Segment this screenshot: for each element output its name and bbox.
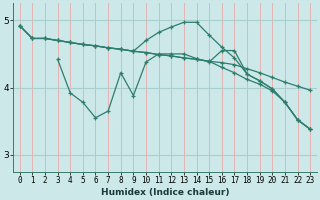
- X-axis label: Humidex (Indice chaleur): Humidex (Indice chaleur): [101, 188, 229, 197]
